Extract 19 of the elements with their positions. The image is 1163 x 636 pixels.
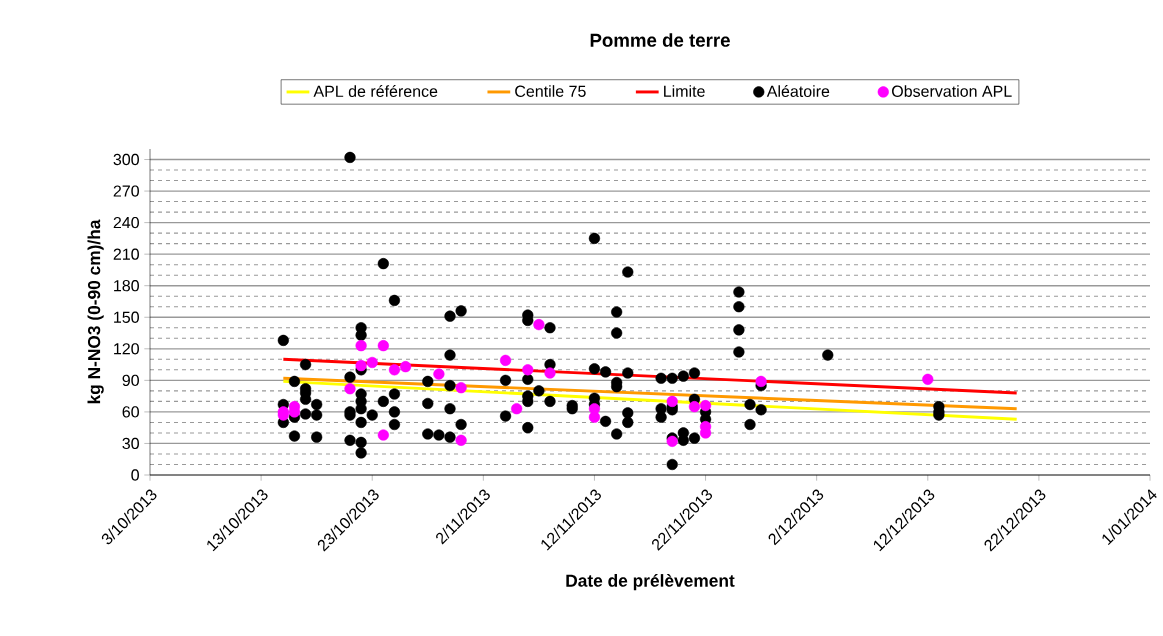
- x-axis-title: Date de prélèvement: [566, 573, 735, 591]
- y-tick-label: 270: [113, 185, 139, 197]
- y-tick-label: 300: [113, 153, 139, 166]
- y-tick-label: 210: [113, 248, 139, 260]
- y-tick-label: 30: [122, 437, 139, 450]
- legend-label: Limite: [664, 85, 705, 97]
- y-tick-label: 0: [131, 469, 139, 481]
- y-tick-label: 150: [114, 311, 139, 323]
- y-tick-label: 180: [114, 280, 139, 292]
- y-tick-label: 240: [113, 216, 139, 229]
- legend-label: Centile 75: [515, 85, 586, 97]
- y-tick-label: 60: [122, 406, 139, 418]
- y-tick-label: 90: [122, 374, 139, 387]
- legend-label: Observation APL: [892, 85, 1012, 97]
- legend-label: APL de référence: [313, 85, 438, 97]
- y-tick-label: 120: [114, 343, 139, 355]
- legend-label: Aléatoire: [766, 85, 830, 97]
- y-axis-title: kg N-NO3 (0-90 cm)/ha: [87, 219, 104, 404]
- chart-title: Pomme de terre: [590, 33, 730, 47]
